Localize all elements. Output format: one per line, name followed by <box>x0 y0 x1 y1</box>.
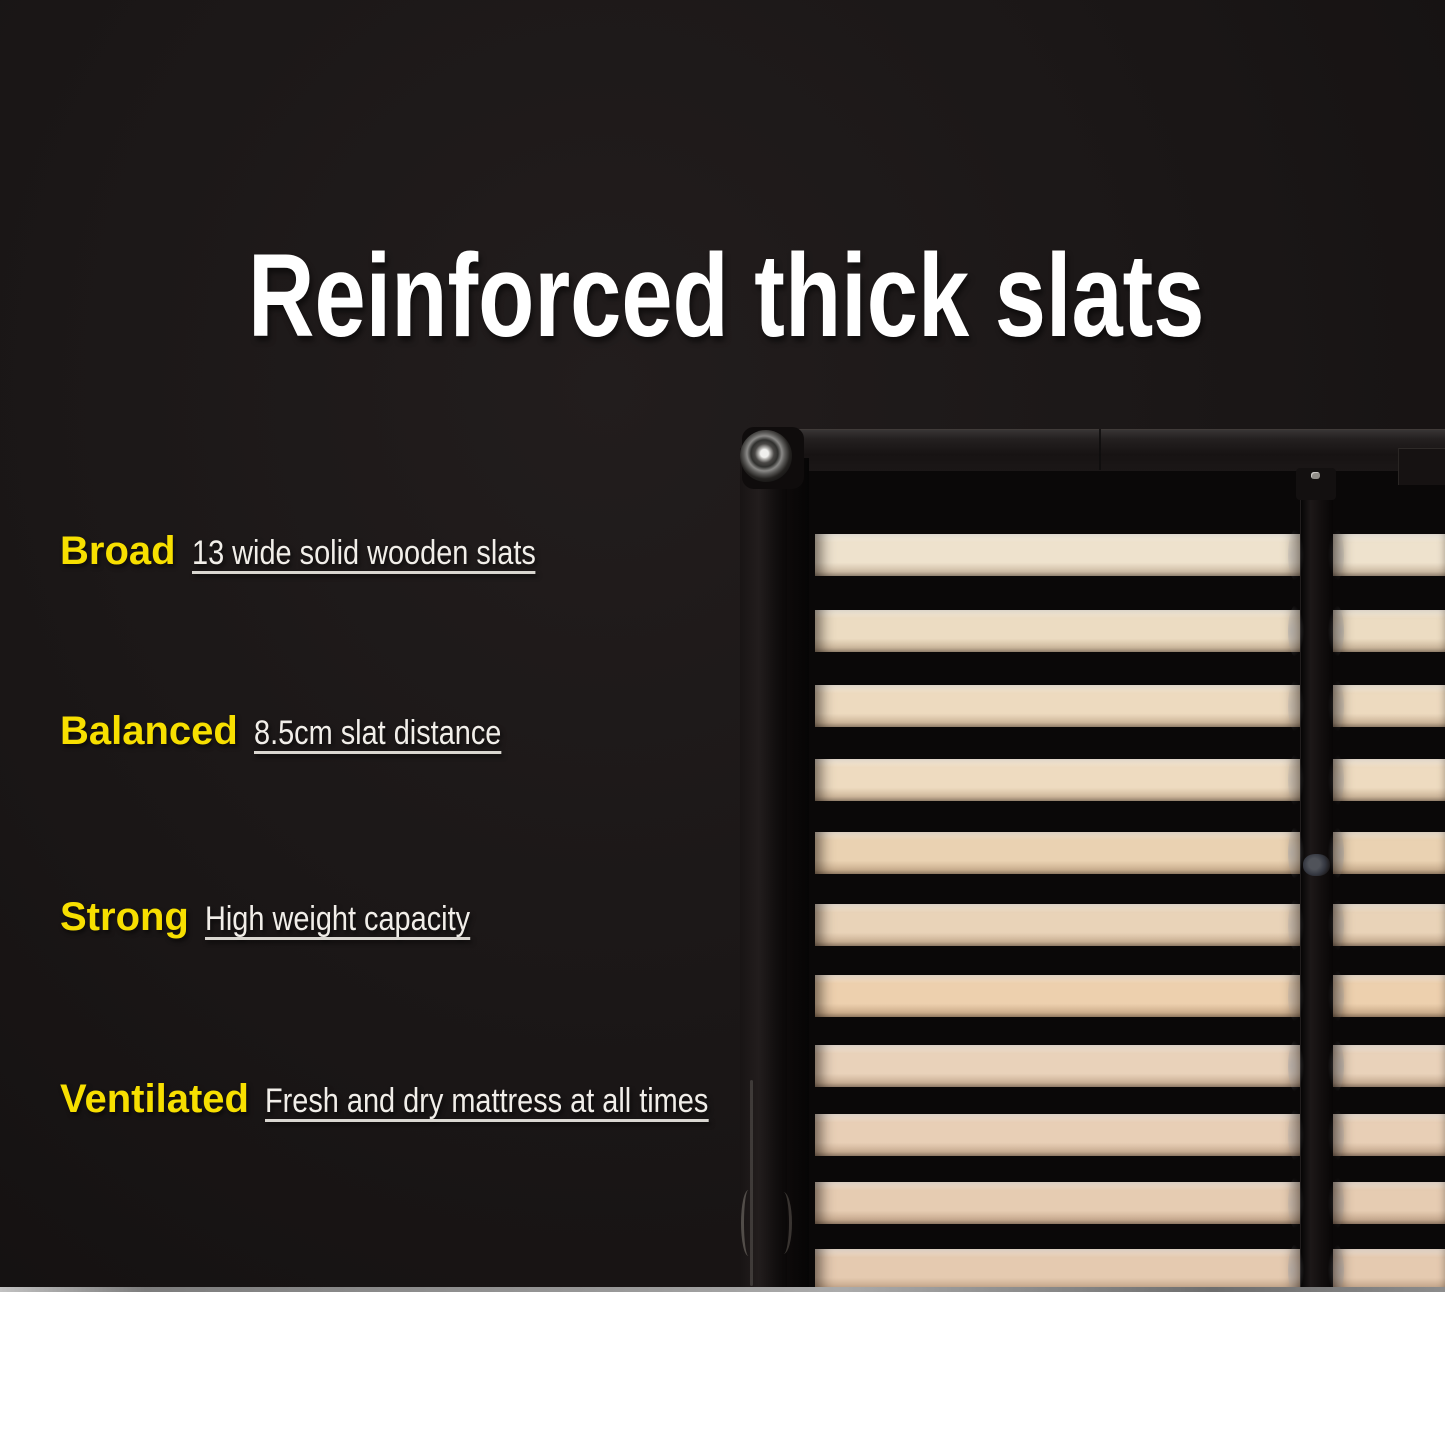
slat-end-highlight <box>1288 754 1304 806</box>
frame-rail-seam <box>1099 429 1101 470</box>
wooden-slat <box>1332 1249 1445 1289</box>
feature-description: Fresh and dry mattress at all times <box>264 1082 709 1122</box>
slat-end-highlight <box>1328 529 1344 581</box>
wooden-slat <box>815 610 1300 652</box>
frame-top-rail <box>752 429 1445 471</box>
feature-row-strong: Strong High weight capacity <box>60 897 517 940</box>
wooden-slat <box>815 1114 1300 1156</box>
slat-end-highlight <box>1328 680 1344 732</box>
slat-end-highlight <box>1288 970 1304 1022</box>
feature-label: Balanced <box>60 709 238 753</box>
rail-hinge-barrel <box>1303 854 1330 876</box>
slat-end-highlight <box>1328 1109 1344 1161</box>
wooden-slat <box>1332 1114 1445 1156</box>
center-rail-bracket-screw-icon <box>1311 472 1320 479</box>
wooden-slat <box>1332 1182 1445 1224</box>
slat-end-highlight <box>1328 1177 1344 1229</box>
feature-label: Broad <box>60 529 176 573</box>
wooden-slat <box>815 685 1300 727</box>
feature-description: 13 wide solid wooden slats <box>191 534 536 574</box>
wooden-slat <box>815 534 1300 576</box>
slat-end-highlight <box>1328 970 1344 1022</box>
wooden-slat <box>1332 904 1445 946</box>
slat-end-highlight <box>1328 605 1344 657</box>
slat-end-highlight <box>1328 1040 1344 1092</box>
wooden-slat <box>1332 1045 1445 1087</box>
wooden-slat <box>1332 685 1445 727</box>
slat-end-highlight <box>1288 1040 1304 1092</box>
wooden-slat <box>1332 832 1445 874</box>
slat-end-highlight <box>1288 827 1304 879</box>
feature-row-ventilated: Ventilated Fresh and dry mattress at all… <box>60 1079 786 1122</box>
feature-description: High weight capacity <box>204 900 470 940</box>
wooden-slat <box>1332 610 1445 652</box>
headline: Reinforced thick slats <box>248 230 1205 362</box>
slat-end-highlight <box>1288 605 1304 657</box>
slat-end-highlight <box>1328 827 1344 879</box>
slat-end-highlight <box>1288 1109 1304 1161</box>
rail-screw-icon <box>1306 832 1328 854</box>
slat-end-highlight <box>1288 899 1304 951</box>
image-bottom-edge <box>0 1287 1445 1292</box>
hinge-highlight-left <box>741 1190 756 1256</box>
slat-end-highlight <box>1328 1244 1344 1289</box>
feature-description: 8.5cm slat distance <box>253 714 502 754</box>
slat-end-highlight <box>1288 1177 1304 1229</box>
feature-label: Strong <box>60 895 189 939</box>
slat-end-highlight <box>1288 1244 1304 1289</box>
slat-end-highlight <box>1328 754 1344 806</box>
white-margin <box>0 1292 1445 1445</box>
feature-row-broad: Broad 13 wide solid wooden slats <box>60 531 596 574</box>
slat-end-highlight <box>1288 680 1304 732</box>
wooden-slat <box>1332 975 1445 1017</box>
bed-frame-photo <box>740 427 1445 1289</box>
feature-label: Ventilated <box>60 1077 249 1121</box>
wooden-slat <box>815 975 1300 1017</box>
wooden-slat <box>815 904 1300 946</box>
frame-left-rail-lip <box>787 458 809 1289</box>
wooden-slat <box>1332 759 1445 801</box>
slat-end-highlight <box>1328 899 1344 951</box>
wooden-slat <box>815 759 1300 801</box>
center-rail <box>1300 468 1333 1289</box>
corner-bolt-icon <box>740 430 792 482</box>
wooden-slat <box>815 1045 1300 1087</box>
wooden-slat <box>815 832 1300 874</box>
wooden-slat <box>1332 534 1445 576</box>
hinge-highlight-right <box>775 1192 792 1254</box>
frame-left-rail-highlight <box>750 1080 753 1286</box>
wooden-slat <box>815 1182 1300 1224</box>
slat-end-highlight <box>1288 529 1304 581</box>
frame-left-rail <box>740 448 787 1289</box>
rail-screw-icon <box>1307 874 1327 894</box>
feature-row-balanced: Balanced 8.5cm slat distance <box>60 711 545 754</box>
frame-rail-end-joint <box>1398 448 1445 485</box>
wooden-slat <box>815 1249 1300 1289</box>
